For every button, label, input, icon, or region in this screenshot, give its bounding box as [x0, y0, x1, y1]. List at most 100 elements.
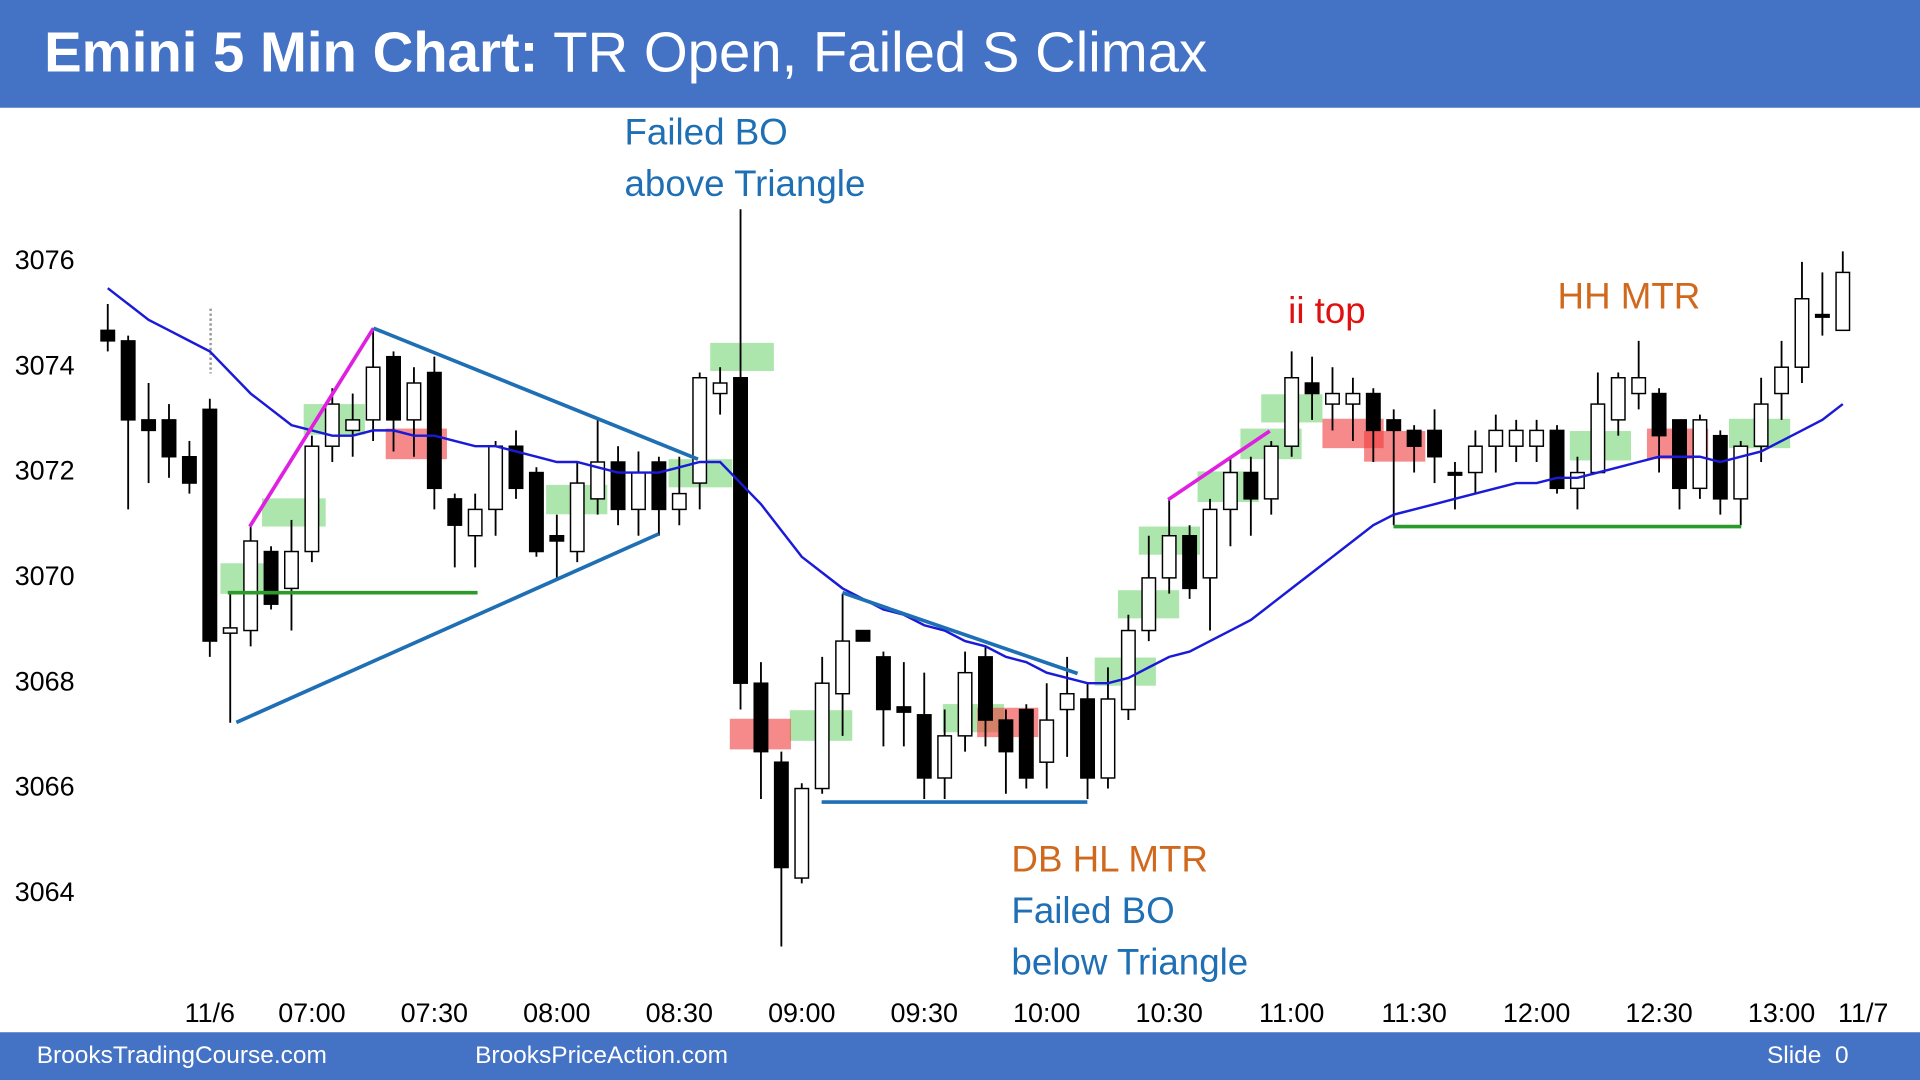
y-tick-label: 3070	[15, 561, 75, 591]
candle-body	[1243, 471, 1259, 500]
candle-body	[937, 735, 953, 779]
candle-body	[386, 355, 401, 421]
candle-body	[569, 482, 585, 553]
x-tick-label: 08:00	[523, 998, 590, 1028]
x-tick-label: 11:30	[1381, 998, 1446, 1028]
candle-body	[651, 461, 667, 511]
candle-body	[1631, 377, 1647, 395]
candle-body	[1774, 366, 1790, 395]
candle-body	[1141, 577, 1157, 632]
y-tick-label: 3076	[15, 245, 75, 275]
candle-body	[1651, 392, 1667, 437]
candle-body	[1284, 377, 1300, 447]
overlay	[209, 308, 1791, 750]
candle-body	[1325, 392, 1340, 405]
candle-body	[1590, 403, 1606, 474]
candle-body	[304, 445, 320, 553]
candle-body	[1508, 429, 1524, 447]
ema-line	[107, 287, 1844, 685]
candle-body	[1059, 692, 1075, 711]
x-tick-label: 09:00	[768, 998, 835, 1028]
candle-body	[773, 761, 789, 869]
y-tick-label: 3064	[15, 877, 75, 907]
candle-body	[1672, 419, 1687, 490]
candle-body	[1406, 429, 1422, 447]
y-tick-label: 3068	[15, 666, 75, 696]
candle-body	[590, 461, 606, 500]
candle-body	[1386, 419, 1402, 432]
annotation: above Triangle	[624, 163, 865, 204]
candle-body	[1222, 471, 1238, 511]
candle-body	[1835, 271, 1851, 332]
candle-body	[610, 461, 626, 511]
candle-body	[1365, 392, 1381, 432]
candle-body	[528, 471, 544, 553]
candle-body	[1488, 429, 1504, 447]
candle-body	[1161, 534, 1177, 579]
candle-body	[998, 719, 1014, 753]
candle-body	[855, 629, 871, 642]
candle-body	[1794, 298, 1810, 368]
annotation: Failed BO	[1011, 890, 1174, 931]
footer-slide: Slide 0	[1767, 1042, 1849, 1069]
candle-body	[1427, 429, 1443, 458]
candle-body	[1712, 434, 1728, 500]
candle-body	[467, 508, 483, 537]
candle-body	[161, 419, 177, 458]
candle-body	[1753, 403, 1769, 447]
candle-body	[100, 329, 116, 342]
candles	[100, 209, 1851, 947]
candle-body	[733, 377, 749, 684]
candle-body	[549, 534, 565, 542]
candle-body	[406, 382, 422, 421]
candle-body	[1039, 719, 1055, 763]
candle-body	[1018, 708, 1034, 779]
candle-body	[283, 550, 299, 590]
candle-body	[1304, 382, 1320, 395]
candle-body	[1569, 471, 1585, 490]
candle-body	[1447, 471, 1463, 476]
candle-body	[120, 340, 136, 421]
candle-body	[1182, 534, 1198, 590]
signal-boxes	[220, 342, 1791, 750]
candle-body	[447, 498, 463, 526]
x-tick-label: 10:30	[1136, 998, 1203, 1028]
candle-body	[1529, 429, 1545, 447]
candle-body	[426, 371, 442, 490]
candle-body	[692, 377, 708, 484]
candle-body	[222, 627, 238, 634]
x-tick-label: 11/6	[185, 998, 235, 1028]
candle-body	[1202, 508, 1218, 579]
candle-body	[202, 408, 218, 642]
candle-body	[263, 550, 279, 605]
candle-body	[243, 540, 259, 632]
candle-body	[1814, 313, 1830, 318]
annotation: ii top	[1288, 290, 1366, 331]
candle-body	[1733, 445, 1749, 500]
candle-body	[1467, 445, 1483, 474]
candle-body	[957, 671, 973, 737]
candle-body	[875, 656, 891, 711]
candle-body	[631, 471, 646, 511]
candle-body	[896, 706, 912, 713]
x-tick-label: 13:00	[1748, 998, 1815, 1028]
y-tick-label: 3072	[15, 456, 75, 486]
candle-body	[1692, 419, 1708, 490]
trend-lines	[227, 326, 1742, 804]
annotation: below Triangle	[1011, 942, 1248, 983]
y-tick-label: 3074	[15, 350, 75, 380]
candle-body	[753, 682, 769, 753]
candle-body	[794, 787, 810, 879]
footer-left: BrooksTradingCourse.com	[37, 1042, 327, 1069]
candle-body	[916, 714, 932, 779]
candle-body	[1345, 392, 1361, 405]
candle-body	[181, 456, 197, 484]
candle-body	[712, 382, 728, 395]
candle-body	[978, 656, 993, 721]
candle-body	[671, 492, 687, 511]
x-tick-label: 10:00	[1013, 998, 1080, 1028]
candle-body	[508, 445, 524, 490]
candle-body	[1549, 429, 1565, 490]
candle-body	[1080, 698, 1096, 779]
